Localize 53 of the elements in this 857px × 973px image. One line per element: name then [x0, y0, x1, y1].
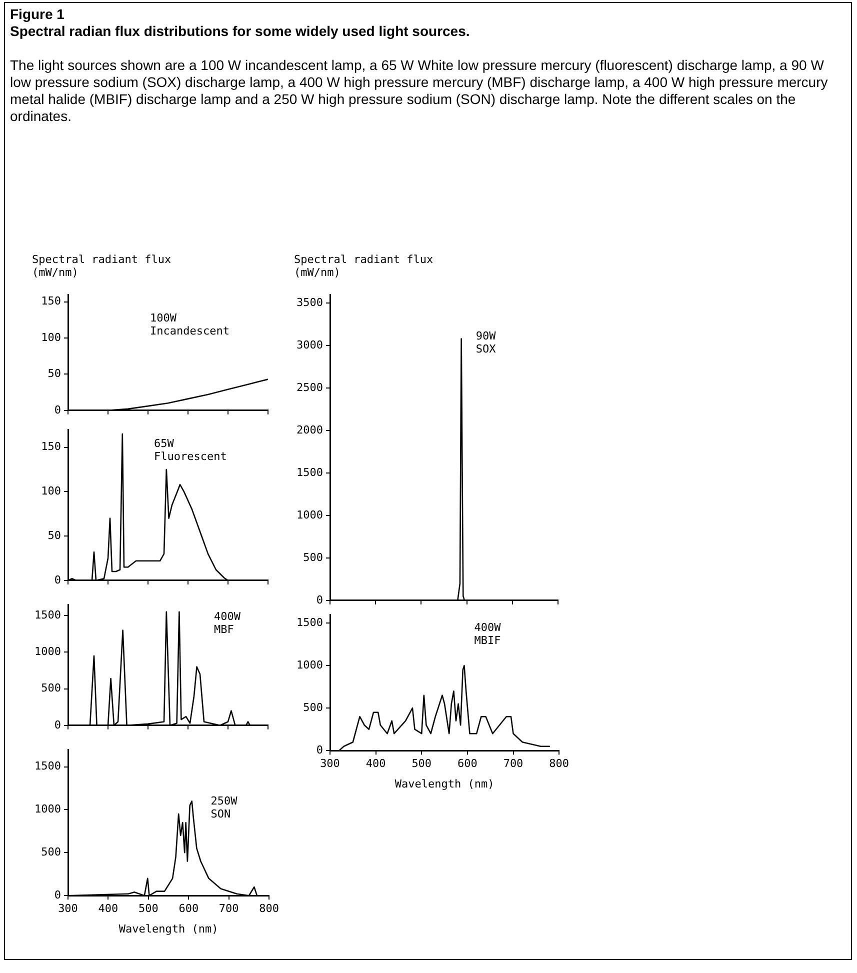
y-tick-label: 1000: [34, 802, 61, 816]
y-tick-label: 1500: [296, 466, 323, 479]
x-tick-label: 600: [178, 902, 199, 916]
x-tick-label: 800: [259, 902, 280, 916]
x-tick-label: 700: [503, 757, 524, 770]
y-tick-label: 3000: [296, 338, 323, 352]
y-tick-label: 2000: [296, 423, 323, 436]
y-tick-label: 500: [41, 682, 61, 695]
x-axis-title: Wavelength (nm): [118, 922, 218, 936]
y-tick-label: 2500: [296, 380, 323, 394]
y-tick-label: 150: [41, 440, 61, 454]
y-tick-label: 0: [316, 743, 323, 756]
y-tick-label: 0: [54, 718, 61, 732]
y-tick-label: 500: [41, 846, 61, 859]
y-tick-label: 500: [303, 550, 323, 564]
y-tick-label: 3500: [296, 296, 323, 309]
x-tick-label: 800: [549, 757, 570, 770]
x-tick-label: 300: [320, 757, 340, 770]
x-tick-label: 500: [138, 902, 158, 916]
x-tick-label: 300: [58, 902, 78, 916]
y-tick-label: 50: [48, 367, 61, 380]
annotation: 400W MBIF: [474, 621, 502, 648]
y-tick-label: 150: [41, 294, 61, 308]
annotation: 65W Fluorescent: [154, 437, 227, 464]
annotation: 250W SON: [210, 794, 238, 821]
y-tick-label: 1500: [34, 608, 61, 622]
y-tick-label: 1000: [34, 645, 61, 658]
y-tick-label: 1500: [34, 760, 61, 773]
x-tick-label: 700: [218, 902, 239, 916]
text: The light sources shown are a 100 W incandescent lamp, a 65 W White low pressure mercury (fluorescent) discharge lamp, a 90 W low pressure sodium (SOX) discharge lamp, a 400 W high pressure mercury (MBF) discharge lamp, a 400 W high pressure mercury metal halide (MBIF) discharge lamp and a 250 W high pressure sodium (SON) discharge lamp. Note the different scales on the ordinates.: [10, 57, 829, 125]
x-tick-label: 500: [412, 757, 432, 770]
y-tick-label: 0: [54, 888, 61, 902]
x-tick-label: 600: [458, 757, 478, 770]
y-tick-label: 1500: [296, 616, 323, 629]
x-axis-title: Wavelength (nm): [394, 777, 494, 790]
x-tick-label: 400: [366, 757, 386, 770]
text: Spectral radian flux distributions for some widely used light sources.: [10, 23, 471, 40]
y-axis-title: Spectral radiant flux (mW/nm): [293, 253, 434, 281]
y-tick-label: 0: [316, 593, 323, 606]
y-tick-label: 1000: [296, 508, 323, 522]
y-tick-label: 0: [54, 403, 61, 416]
y-tick-label: 100: [41, 330, 61, 344]
y-tick-label: 0: [54, 573, 61, 586]
y-tick-label: 100: [41, 484, 61, 498]
y-tick-label: 1000: [296, 658, 323, 672]
y-axis-title: Spectral radiant flux (mW/nm): [31, 253, 172, 281]
y-tick-label: 500: [303, 700, 323, 714]
x-tick-label: 400: [98, 902, 118, 916]
text: Figure 1: [10, 6, 66, 23]
annotation: 90W SOX: [476, 330, 496, 356]
annotation: 100W Incandescent: [150, 311, 230, 338]
y-tick-label: 50: [48, 528, 61, 542]
annotation: 400W MBF: [214, 610, 241, 636]
